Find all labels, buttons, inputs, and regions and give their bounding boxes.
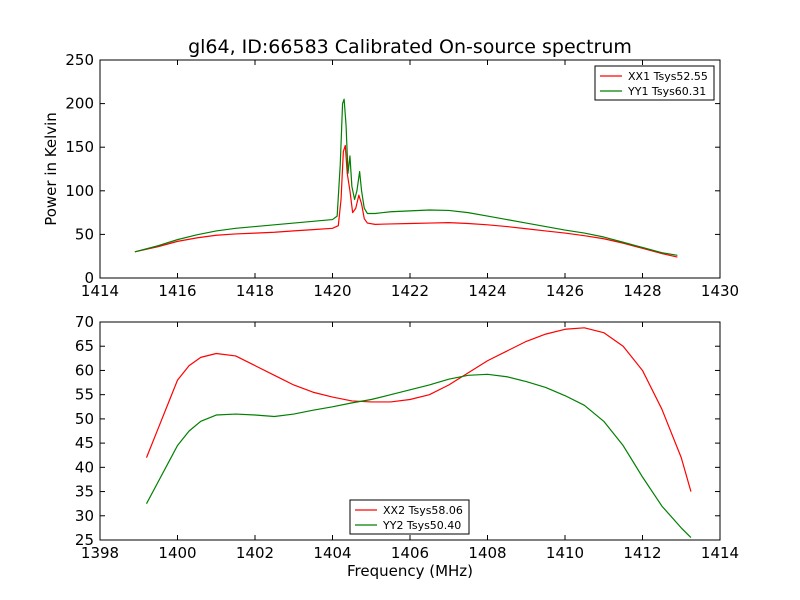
legend-1: XX2 Tsys58.06 YY2 Tsys50.40 xyxy=(349,499,470,535)
top-panel: 1414 1416 1418 1420 1422 1424 1426 1428 1430 0 50 1… xyxy=(42,51,739,300)
y-tick-label-1-9: 70 xyxy=(75,313,94,331)
legend-label-0-1: YY1 Tsys60.31 xyxy=(627,85,706,98)
y-tick-label-1-3: 40 xyxy=(75,458,94,476)
x-tick-label-0-6: 1426 xyxy=(546,282,584,300)
x-tick-label-0-0: 1414 xyxy=(81,282,119,300)
series-line-1-1 xyxy=(145,373,692,539)
chart-title: gl64, ID:66583 Calibrated On-source spec… xyxy=(188,36,632,58)
x-tick-label-1-3: 1404 xyxy=(313,544,351,562)
y-tick-label-1-6: 55 xyxy=(75,386,94,404)
x-tick-label-0-3: 1420 xyxy=(313,282,351,300)
legend-box-1 xyxy=(349,499,470,535)
y-tick-label-0-5: 250 xyxy=(65,51,94,69)
x-tick-label-1-2: 1402 xyxy=(236,544,274,562)
y-tick-label-0-3: 150 xyxy=(65,138,94,156)
y-tick-label-1-7: 60 xyxy=(75,361,94,379)
x-tick-label-1-5: 1408 xyxy=(468,544,506,562)
y-axis-label-0: Power in Kelvin xyxy=(42,112,60,226)
series-line-0-1 xyxy=(134,98,678,256)
legend-label-1-1: YY2 Tsys50.40 xyxy=(382,519,461,532)
x-tick-label-1-4: 1406 xyxy=(391,544,429,562)
x-tick-label-0-1: 1416 xyxy=(158,282,196,300)
y-tick-label-1-5: 50 xyxy=(75,410,94,428)
x-tick-label-0-5: 1424 xyxy=(468,282,506,300)
x-tick-label-0-4: 1422 xyxy=(391,282,429,300)
y-tick-label-1-1: 30 xyxy=(75,507,94,525)
series-line-0-0 xyxy=(134,144,678,258)
x-tick-label-0-7: 1428 xyxy=(623,282,661,300)
legend-0: XX1 Tsys52.55 YY1 Tsys60.31 xyxy=(594,65,715,101)
x-axis-label-1: Frequency (MHz) xyxy=(347,562,473,580)
y-tick-label-1-4: 45 xyxy=(75,434,94,452)
legend-label-1-0: XX2 Tsys58.06 xyxy=(383,504,463,517)
y-tick-label-1-0: 25 xyxy=(75,531,94,549)
y-tick-label-0-1: 50 xyxy=(75,225,94,243)
legend-box-0 xyxy=(594,65,715,101)
x-tick-label-0-2: 1418 xyxy=(236,282,274,300)
legend-label-0-0: XX1 Tsys52.55 xyxy=(628,70,708,83)
y-tick-label-1-8: 65 xyxy=(75,337,94,355)
x-tick-label-1-8: 1414 xyxy=(701,544,739,562)
series-line-1-0 xyxy=(145,327,692,492)
y-tick-label-0-2: 100 xyxy=(65,182,94,200)
x-tick-label-0-8: 1430 xyxy=(701,282,739,300)
y-tick-label-0-4: 200 xyxy=(65,95,94,113)
bottom-panel: 1398 1400 1402 1404 1406 1408 1410 1412 1414 25 30… xyxy=(75,313,739,580)
x-tick-label-1-1: 1400 xyxy=(158,544,196,562)
x-tick-label-1-0: 1398 xyxy=(81,544,119,562)
y-tick-label-1-2: 35 xyxy=(75,483,94,501)
x-tick-label-1-6: 1410 xyxy=(546,544,584,562)
x-tick-label-1-7: 1412 xyxy=(623,544,661,562)
y-tick-label-0-0: 0 xyxy=(84,269,94,287)
